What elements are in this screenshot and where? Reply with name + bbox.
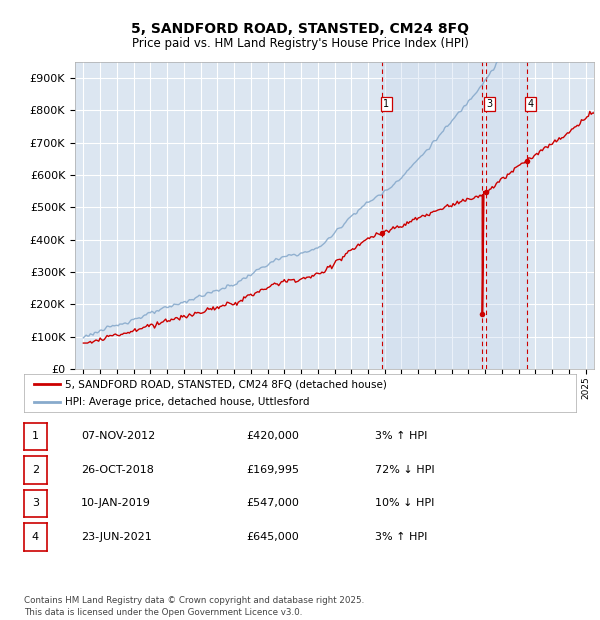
Text: £645,000: £645,000	[246, 532, 299, 542]
Text: £420,000: £420,000	[246, 432, 299, 441]
Text: 23-JUN-2021: 23-JUN-2021	[81, 532, 152, 542]
Text: 5, SANDFORD ROAD, STANSTED, CM24 8FQ: 5, SANDFORD ROAD, STANSTED, CM24 8FQ	[131, 22, 469, 36]
Text: £169,995: £169,995	[246, 465, 299, 475]
Text: 1: 1	[383, 99, 389, 109]
Bar	[382, 62, 527, 369]
Text: 3: 3	[487, 99, 493, 109]
Text: 07-NOV-2012: 07-NOV-2012	[81, 432, 155, 441]
Text: 3% ↑ HPI: 3% ↑ HPI	[375, 432, 427, 441]
Text: 2: 2	[32, 465, 39, 475]
Text: 10% ↓ HPI: 10% ↓ HPI	[375, 498, 434, 508]
Text: Contains HM Land Registry data © Crown copyright and database right 2025.
This d: Contains HM Land Registry data © Crown c…	[24, 596, 364, 617]
Text: HPI: Average price, detached house, Uttlesford: HPI: Average price, detached house, Uttl…	[65, 397, 310, 407]
Text: 10-JAN-2019: 10-JAN-2019	[81, 498, 151, 508]
Text: 4: 4	[527, 99, 533, 109]
Text: 72% ↓ HPI: 72% ↓ HPI	[375, 465, 434, 475]
Text: 1: 1	[32, 432, 39, 441]
Text: 3% ↑ HPI: 3% ↑ HPI	[375, 532, 427, 542]
Text: £547,000: £547,000	[246, 498, 299, 508]
Text: 5, SANDFORD ROAD, STANSTED, CM24 8FQ (detached house): 5, SANDFORD ROAD, STANSTED, CM24 8FQ (de…	[65, 379, 387, 389]
Text: Price paid vs. HM Land Registry's House Price Index (HPI): Price paid vs. HM Land Registry's House …	[131, 37, 469, 50]
Text: 4: 4	[32, 532, 39, 542]
Text: 3: 3	[32, 498, 39, 508]
Text: 26-OCT-2018: 26-OCT-2018	[81, 465, 154, 475]
